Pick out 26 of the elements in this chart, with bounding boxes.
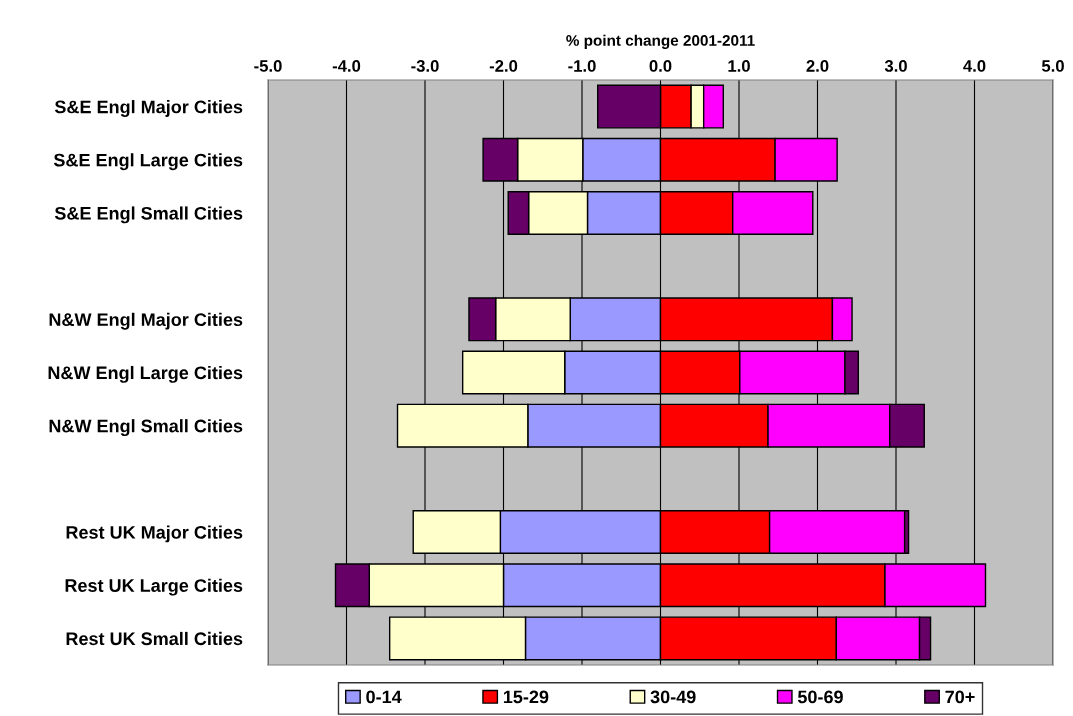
legend-label: 70+ <box>945 690 975 704</box>
x-tick-label: 1.0 <box>728 60 750 72</box>
y-tick-label: Rest UK Small Cities <box>66 631 243 646</box>
x-tick-label: -1.0 <box>568 60 596 72</box>
legend-label: 30-49 <box>650 690 696 704</box>
x-tick-label: 0.0 <box>649 60 672 72</box>
y-tick-label: Rest UK Large Cities <box>65 578 243 596</box>
legend-label: 0-14 <box>366 690 402 704</box>
x-tick-label: 4.0 <box>963 60 986 72</box>
legend-label: 15-29 <box>503 690 549 704</box>
y-tick-label: S&E Engl Major Cities <box>54 100 243 117</box>
legend-label: 50-69 <box>797 690 843 704</box>
x-tick-label: 2.0 <box>806 60 829 72</box>
y-tick-label: N&W Engl Small Cities <box>49 419 243 437</box>
x-tick-label: 5.0 <box>1041 60 1064 72</box>
x-tick-label: -5.0 <box>254 60 282 72</box>
x-axis-title: % point change 2001-2011 <box>566 34 755 49</box>
y-tick-label: S&E Engl Large Cities <box>53 153 243 171</box>
y-tick-label: N&W Engl Major Cities <box>49 312 243 330</box>
x-tick-label: -3.0 <box>411 60 439 72</box>
y-tick-label: N&W Engl Large Cities <box>48 365 243 383</box>
x-tick-label: -2.0 <box>489 60 518 72</box>
y-tick-label: S&E Engl Small Cities <box>54 206 243 224</box>
y-tick-label: Rest UK Major Cities <box>66 525 243 543</box>
x-tick-label: 3.0 <box>884 60 907 72</box>
x-tick-label: -4.0 <box>332 60 361 72</box>
